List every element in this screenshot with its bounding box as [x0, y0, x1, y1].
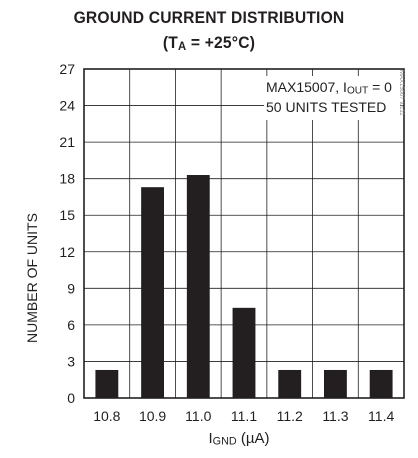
- figure-code: MAX15007 toc11: [398, 70, 404, 116]
- x-tick-label: 11.2: [277, 408, 303, 424]
- annotation-conditions: MAX15007, IOUT = 0: [266, 79, 392, 97]
- y-tick-label: 9: [67, 280, 75, 296]
- y-tick-label: 18: [59, 171, 75, 187]
- bar-10.8: [95, 369, 119, 398]
- bar-10.9: [141, 187, 164, 398]
- y-tick-label: 12: [59, 244, 75, 260]
- bar-11.2: [278, 369, 302, 398]
- plot-frame: [83, 68, 405, 399]
- chart-title-line-2: (TA = +25°C): [162, 33, 256, 53]
- annotation-box: [264, 76, 400, 120]
- y-tick-label: 0: [67, 390, 75, 406]
- x-tick-label: 11.0: [185, 408, 211, 424]
- x-tick-label: 11.4: [368, 408, 394, 424]
- annotation-units-tested: 50 UNITS TESTED: [266, 99, 387, 115]
- y-tick-label: 21: [59, 134, 75, 150]
- y-axis-label: NUMBER OF UNITS: [24, 213, 40, 343]
- y-tick-label: 6: [67, 317, 75, 333]
- x-tick-label: 11.3: [322, 408, 348, 424]
- x-tick-label: 10.9: [139, 408, 166, 424]
- y-tick-label: 24: [59, 98, 75, 114]
- bar-11.1: [232, 307, 256, 398]
- y-tick-label: 15: [59, 207, 75, 223]
- chart-title-line-1: GROUND CURRENT DISTRIBUTION: [73, 8, 345, 27]
- x-tick-label: 10.8: [93, 408, 120, 424]
- x-axis-label: IGND (µA): [208, 430, 270, 448]
- bar-11.0: [186, 175, 210, 398]
- x-tick-label: 11.1: [231, 408, 257, 424]
- y-tick-label: 27: [59, 61, 75, 77]
- bar-11.3: [324, 369, 347, 398]
- bar-11.4: [369, 369, 393, 398]
- y-tick-label: 3: [67, 353, 75, 369]
